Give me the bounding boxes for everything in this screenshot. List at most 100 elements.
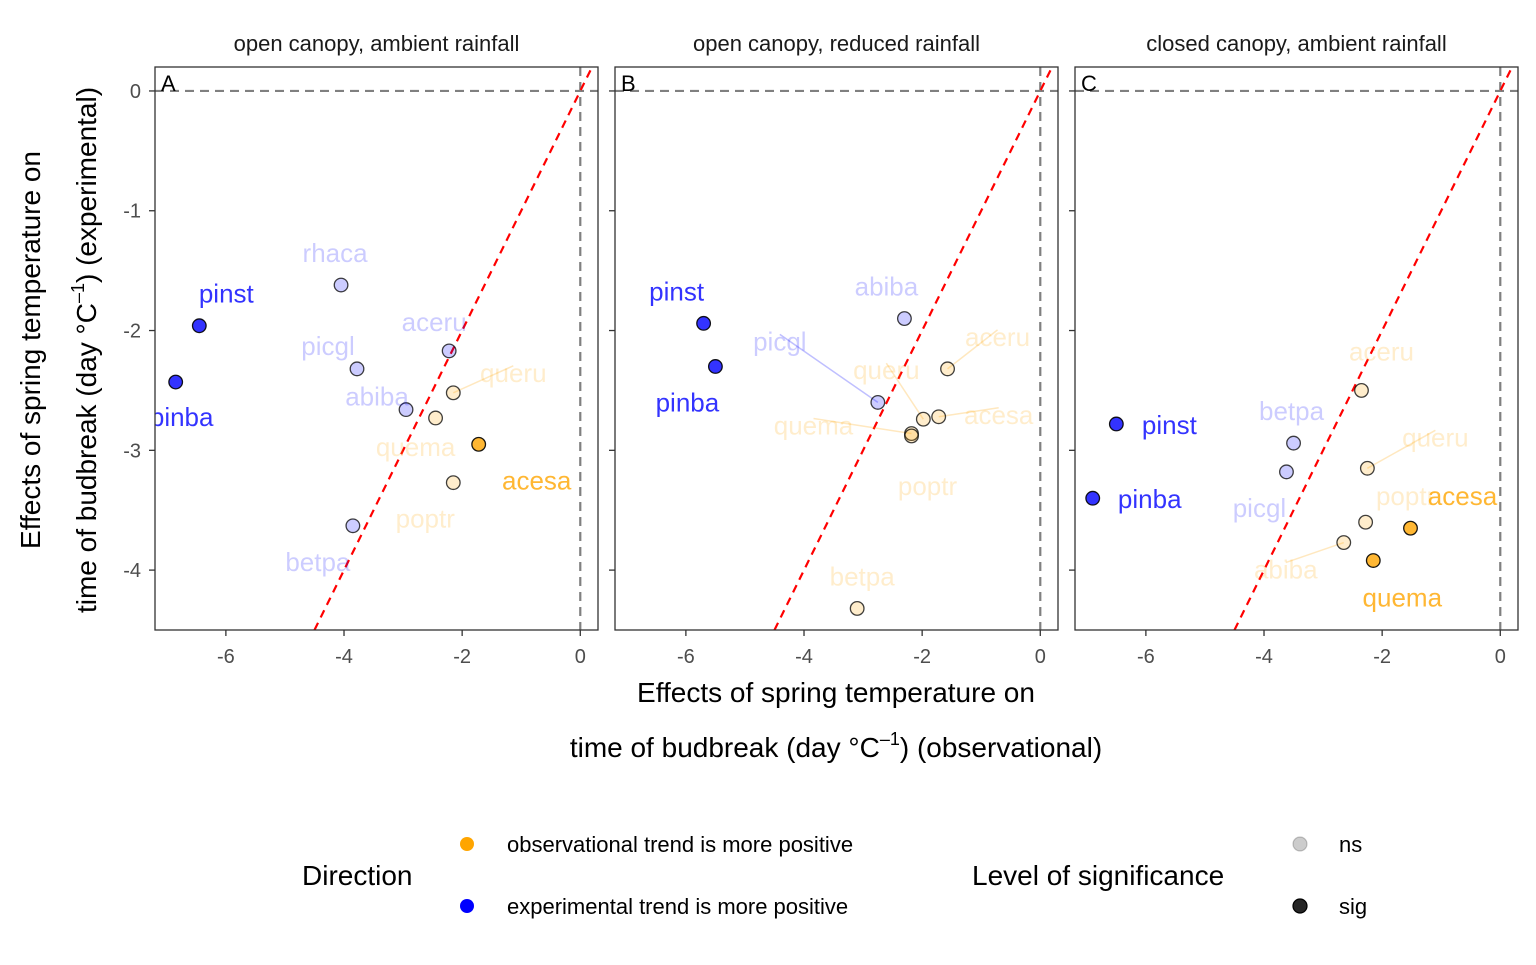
data-point-abiba	[398, 402, 414, 418]
x-tick-label: -2	[1373, 646, 1391, 668]
one-to-one-line	[1233, 67, 1514, 630]
x-tick-label: -6	[217, 646, 235, 668]
data-point-quema	[1365, 553, 1381, 568]
point-label-pinst: pinst	[1142, 410, 1198, 440]
point-label-betpa: betpa	[830, 561, 896, 591]
legend-label-ns: ns	[1339, 832, 1362, 857]
x-tick-label: -4	[335, 646, 353, 668]
x-tick-label: -2	[913, 646, 931, 668]
data-point-queru	[1359, 460, 1375, 476]
point-label-acesa: acesa	[502, 465, 572, 495]
panel-strip-title: open canopy, ambient rainfall	[234, 31, 520, 56]
x-axis-title-tail: ) (observational)	[900, 732, 1102, 763]
panel-plot-area: pinst pinba abiba picgl queru aceru acesa quema…	[615, 67, 1058, 630]
one-to-one-line	[773, 67, 1054, 630]
one-to-one-line	[313, 67, 594, 630]
panel-border	[154, 66, 599, 631]
label-connector	[452, 365, 514, 394]
data-point-aceru	[1354, 382, 1369, 398]
label-connector	[1285, 541, 1344, 564]
point-label-poptr: poptr	[1376, 481, 1436, 511]
data-point-acesa	[471, 436, 487, 452]
data-point-betpa	[1286, 435, 1301, 451]
data-point-betpa	[345, 518, 361, 534]
point-label-pinst: pinst	[199, 279, 255, 309]
panel-plot-area: pinst pinba rhaca picgl abiba aceru betpa queru…	[155, 67, 598, 630]
data-point-pinba	[168, 374, 184, 390]
panels: open canopy, ambient rainfall pinst pinba r…	[123, 31, 1519, 668]
data-point-picgl	[1279, 464, 1294, 480]
x-tick-label: -6	[677, 646, 695, 668]
x-tick-label: 0	[1035, 646, 1046, 668]
point-label-aceru: aceru	[402, 307, 467, 337]
data-point-abiba	[1336, 535, 1352, 551]
panel-tag: A	[161, 71, 176, 96]
panel-strip-title: closed canopy, ambient rainfall	[1146, 31, 1446, 56]
x-tick-label: 0	[575, 646, 586, 668]
panel-border	[1074, 66, 1519, 631]
y-tick-label: -1	[123, 201, 141, 223]
panel-strip-title: open canopy, reduced rainfall	[693, 31, 980, 56]
point-label-aceru: aceru	[1349, 336, 1414, 366]
point-label-picgl: picgl	[1233, 493, 1286, 523]
data-point-queru	[445, 385, 461, 401]
data-point-betpa	[849, 600, 865, 616]
panel-b: open canopy, reduced rainfall pinst pinba a…	[609, 31, 1059, 668]
legend: Direction observational trend is more po…	[302, 832, 1367, 919]
point-label-abiba: abiba	[345, 382, 409, 412]
label-connector	[1367, 429, 1436, 469]
data-point-abiba	[896, 311, 912, 327]
y-axis-title-superscript: –1	[68, 283, 88, 303]
point-label-pinba: pinba	[656, 387, 720, 417]
data-point-pinst	[696, 315, 712, 331]
x-axis-title-main: time of budbreak (day °C	[570, 732, 880, 763]
data-point-aceru	[940, 361, 955, 377]
x-tick-label: 0	[1495, 646, 1506, 668]
x-axis-title-line2: time of budbreak (day °C–1) (observation…	[570, 729, 1102, 763]
y-tick-label: -2	[123, 321, 141, 343]
x-axis-title-superscript: –1	[880, 729, 900, 749]
point-label-acesa: acesa	[1428, 481, 1498, 511]
legend-label-observational: observational trend is more positive	[507, 832, 853, 857]
point-label-picgl: picgl	[301, 331, 354, 361]
point-label-acesa: acesa	[964, 400, 1034, 430]
x-tick-label: -6	[1137, 646, 1155, 668]
data-point-pinst	[1108, 416, 1124, 432]
data-point-pinst	[191, 318, 207, 334]
x-tick-label: -4	[1255, 646, 1273, 668]
panel-plot-area: pinst pinba betpa picgl aceru queru poptr abiba…	[1075, 67, 1518, 630]
point-label-abiba: abiba	[855, 272, 919, 302]
point-label-aceru: aceru	[965, 322, 1030, 352]
panel-tag: B	[621, 71, 636, 96]
y-tick-label: -4	[123, 560, 141, 582]
panel-a: open canopy, ambient rainfall pinst pinba r…	[123, 31, 599, 668]
legend-significance-title: Level of significance	[972, 860, 1224, 891]
point-label-queru: queru	[480, 358, 547, 388]
data-point-acesa	[931, 409, 947, 425]
y-axis-title-tail: ) (experimental)	[71, 87, 102, 283]
data-point-rhaca	[333, 277, 349, 293]
data-point-picgl	[349, 361, 365, 377]
legend-key-sig	[1292, 898, 1308, 914]
panel-tag: C	[1081, 71, 1097, 96]
point-label-pinst: pinst	[649, 276, 705, 306]
y-tick-label: 0	[130, 81, 141, 103]
label-connector	[885, 362, 924, 420]
legend-label-experimental: experimental trend is more positive	[507, 894, 848, 919]
point-label-picgl: picgl	[753, 326, 806, 356]
label-connector	[779, 333, 879, 404]
point-label-quema: quema	[376, 432, 456, 462]
label-connector	[938, 407, 999, 418]
y-axis-title-line1: Effects of spring temperature on	[15, 151, 46, 549]
panel-border	[614, 66, 1059, 631]
point-label-betpa: betpa	[285, 547, 351, 577]
data-point-queru	[915, 411, 931, 427]
data-point-quema	[428, 410, 444, 426]
point-label-pinba: pinba	[1118, 484, 1182, 514]
data-point-pinba	[707, 359, 723, 374]
x-axis-title-line1: Effects of spring temperature on	[637, 677, 1035, 708]
data-point-picgl	[870, 394, 886, 410]
data-point-poptr	[1358, 514, 1374, 530]
